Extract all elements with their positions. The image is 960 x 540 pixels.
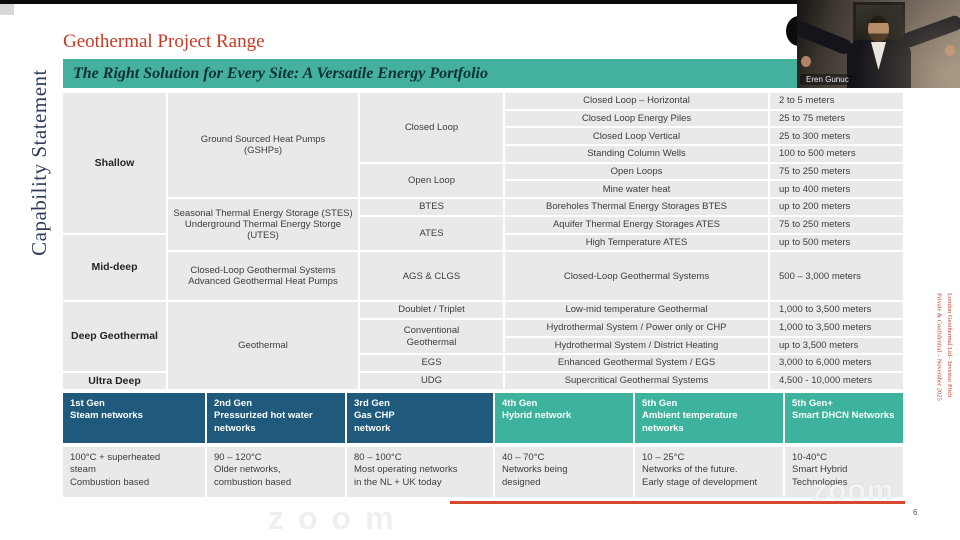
presenter-torso	[847, 40, 911, 88]
generation-body-cell: 100°C + superheated steam Combustion bas…	[63, 447, 205, 497]
zoom-watermark: zoom	[812, 474, 895, 507]
slide-sidebar: Capability Statement	[16, 28, 62, 296]
range-table-cell: Closed Loop Vertical	[505, 128, 768, 145]
range-table-cell: EGS	[360, 355, 503, 371]
range-table-cell: 3,000 to 6,000 meters	[770, 355, 903, 371]
range-table-cell: Open Loops	[505, 163, 768, 180]
footer-line-2: Private & Confidential – November 2025	[935, 293, 943, 401]
letterbox-top-bar	[0, 0, 960, 4]
slide-title: Geothermal Project Range	[63, 31, 265, 52]
range-table-cell: Closed Loop – Horizontal	[505, 93, 768, 109]
range-table-cell: Hydrothermal System / Power only or CHP	[505, 319, 768, 336]
range-table-cell: Ground Sourced Heat Pumps (GSHPs)	[168, 93, 358, 198]
generation-header-cell: 3rd Gen Gas CHP network	[347, 393, 493, 443]
presenter-left-arm	[797, 18, 854, 57]
webcam-video-tile[interactable]: Eren Gunuc	[797, 0, 960, 88]
range-table-cell: Standing Column Wells	[505, 146, 768, 162]
generation-body-cell: 90 – 120°C Older networks, combustion ba…	[207, 447, 345, 497]
range-table-cell: Mid-deep	[63, 234, 166, 301]
range-table-cell: Low-mid temperature Geothermal	[505, 302, 768, 318]
generation-header-cell: 4th Gen Hybrid network	[495, 393, 633, 443]
range-table-cell: High Temperature ATES	[505, 234, 768, 251]
range-table-cell: Deep Geothermal	[63, 302, 166, 371]
presenter-shirt	[871, 42, 886, 70]
generation-body-cell: 80 – 100°C Most operating networks in th…	[347, 447, 493, 497]
range-table-cell: 75 to 250 meters	[770, 216, 903, 233]
range-table-cell: Closed Loop Energy Piles	[505, 110, 768, 127]
footer-line-1: London Geothermal Ltd– Investor Pitch	[946, 293, 953, 398]
range-table-cell: 25 to 75 meters	[770, 110, 903, 127]
range-table-cell: up to 400 meters	[770, 181, 903, 198]
range-table-cell: Open Loop	[360, 163, 503, 198]
range-table-cell: Closed-Loop Geothermal Systems	[505, 252, 768, 301]
range-table-cell: 4,500 - 10,000 meters	[770, 372, 903, 389]
slide-page-number: 6	[913, 508, 918, 517]
slide-subtitle-banner: The Right Solution for Every Site: A Ver…	[63, 59, 905, 88]
range-table-cell: 75 to 250 meters	[770, 163, 903, 180]
range-table-cell: Shallow	[63, 93, 166, 233]
sidebar-vertical-label: Capability Statement	[26, 68, 51, 256]
presenter-right-hand	[945, 45, 955, 56]
range-table-cell: UDG	[360, 372, 503, 389]
generation-body-cell: 10 – 25°C Networks of the future. Early …	[635, 447, 783, 497]
range-table-cell: 100 to 500 meters	[770, 146, 903, 162]
generation-header-cell: 5th Gen+ Smart DHCN Networks	[785, 393, 903, 443]
generation-header-cell: 5th Gen Ambient temperature networks	[635, 393, 783, 443]
range-table-cell: ATES	[360, 216, 503, 251]
range-table-cell: up to 3,500 meters	[770, 337, 903, 354]
range-table-cell: up to 500 meters	[770, 234, 903, 251]
range-table-cell: Ultra Deep	[63, 372, 166, 389]
range-table-cell: Mine water heat	[505, 181, 768, 198]
geothermal-range-table: Shallow Mid-deep Deep Geothermal Ultra Deep…	[63, 93, 905, 389]
generation-body-cell: 40 – 70°C Networks being designed	[495, 447, 633, 497]
range-table-cell: Doublet / Triplet	[360, 302, 503, 318]
slide-subtitle: The Right Solution for Every Site: A Ver…	[73, 64, 488, 82]
range-table-cell: 1,000 to 3,500 meters	[770, 302, 903, 318]
participant-name-label: Eren Gunuc	[800, 74, 855, 85]
generation-header-cell: 2nd Gen Pressurized hot water networks	[207, 393, 345, 443]
generation-header-cell: 1st Gen Steam networks	[63, 393, 205, 443]
range-table-cell: up to 200 meters	[770, 199, 903, 215]
presenter-right-arm	[900, 13, 960, 50]
network-generations-table: 1st Gen Steam networks 100°C + superheate…	[63, 393, 905, 497]
range-table-cell: Hydrothermal System / District Heating	[505, 337, 768, 354]
range-table-cell: 1,000 to 3,500 meters	[770, 319, 903, 336]
range-table-cell: Enhanced Geothermal System / EGS	[505, 355, 768, 371]
range-table-cell: 25 to 300 meters	[770, 128, 903, 145]
presenter-face	[868, 16, 889, 42]
zoom-watermark-faint: zoom	[268, 500, 408, 536]
framed-picture	[853, 2, 905, 48]
range-table-cell: Aquifer Thermal Energy Storages ATES	[505, 216, 768, 233]
range-table-cell: Closed Loop	[360, 93, 503, 162]
range-table-cell: Conventional Geothermal	[360, 319, 503, 354]
range-table-cell: Supercritical Geothermal Systems	[505, 372, 768, 389]
confidentiality-footer: London Geothermal Ltd– Investor Pitch Pr…	[933, 293, 954, 493]
range-table-cell: 500 – 3,000 meters	[770, 252, 903, 301]
presenter-left-hand	[801, 56, 811, 67]
range-table-cell: Boreholes Thermal Energy Storages BTES	[505, 199, 768, 215]
range-table-cell: BTES	[360, 199, 503, 215]
red-accent-line	[450, 501, 905, 504]
range-table-cell: 2 to 5 meters	[770, 93, 903, 109]
generation-body-cell: 10-40°C Smart Hybrid Technologies	[785, 447, 903, 497]
range-table-cell: Geothermal	[168, 302, 358, 389]
range-table-cell: Closed-Loop Geothermal Systems Advanced …	[168, 252, 358, 301]
range-table-cell: Seasonal Thermal Energy Storage (STES) U…	[168, 199, 358, 251]
corner-artifact	[0, 4, 14, 15]
range-table-cell: AGS & CLGS	[360, 252, 503, 301]
